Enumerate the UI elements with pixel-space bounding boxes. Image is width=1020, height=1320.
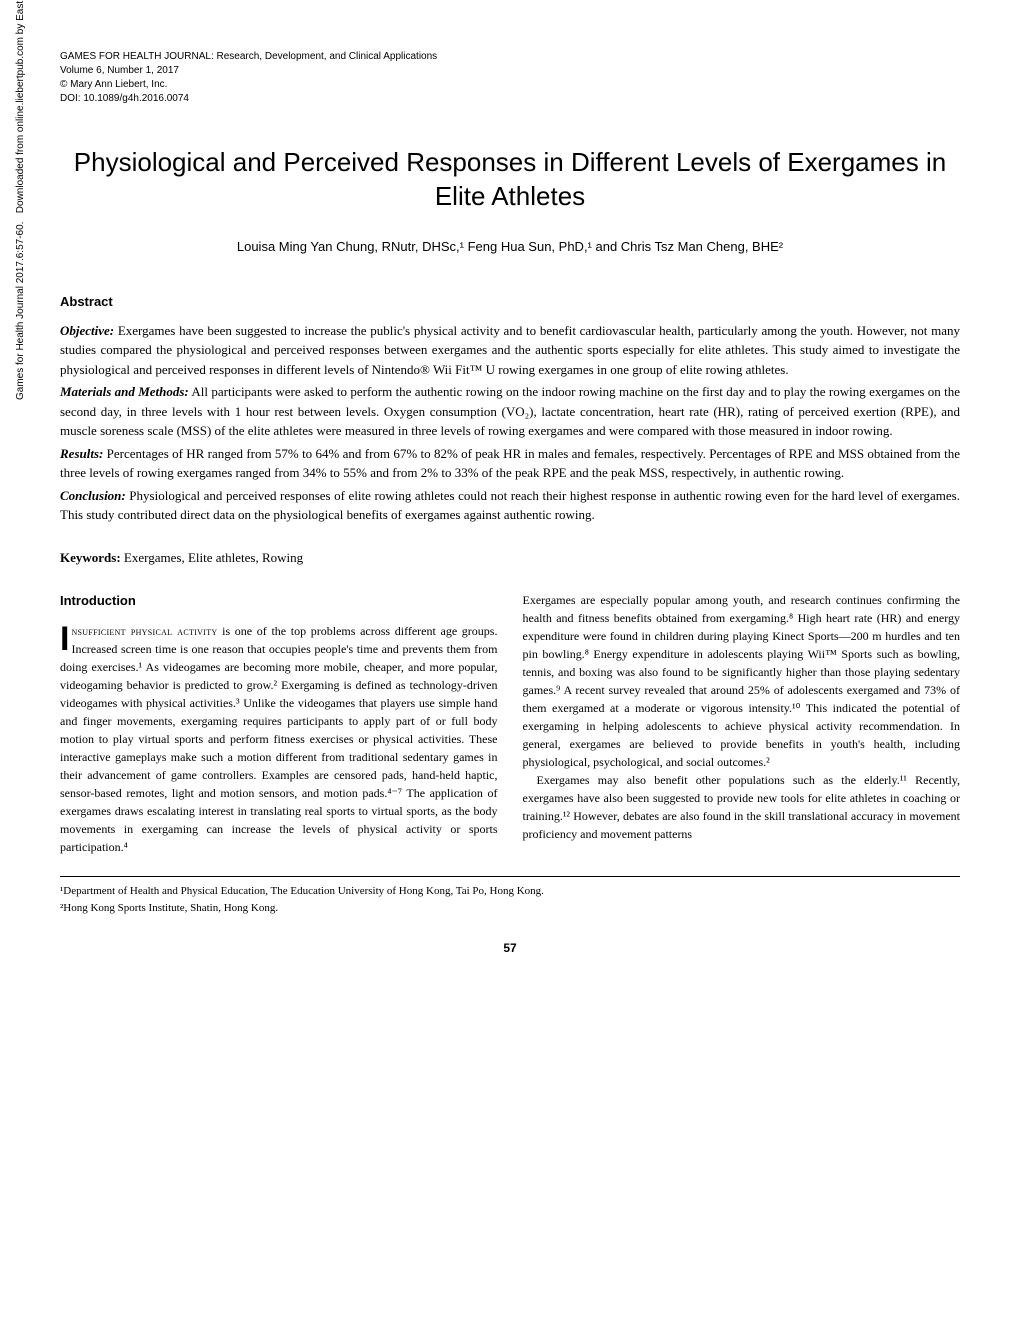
intro-heading: Introduction [60,591,498,611]
download-notice: Games for Health Journal 2017.6:57-60. D… [15,0,26,400]
body-columns: Introduction Insufficient physical activ… [60,591,960,857]
abstract-results: Results: Percentages of HR ranged from 5… [60,444,960,483]
abstract-methods: Materials and Methods: All participants … [60,382,960,441]
page-number: 57 [60,941,960,955]
objective-label: Objective: [60,323,114,338]
methods-label: Materials and Methods: [60,384,189,399]
article-title: Physiological and Perceived Responses in… [60,146,960,214]
journal-header: GAMES FOR HEALTH JOURNAL: Research, Deve… [60,50,960,106]
keywords-text: Exergames, Elite athletes, Rowing [121,550,303,565]
journal-volume: Volume 6, Number 1, 2017 [60,64,960,78]
objective-text: Exergames have been suggested to increas… [60,323,960,377]
side-text-2: Games for Health Journal 2017.6:57-60. [15,222,26,400]
journal-copyright: © Mary Ann Liebert, Inc. [60,78,960,92]
methods-text: All participants were asked to perform t… [60,384,960,438]
abstract-conclusion: Conclusion: Physiological and perceived … [60,486,960,525]
abstract-objective: Objective: Exergames have been suggested… [60,321,960,380]
intro-p1-rest: is one of the top problems across differ… [60,624,498,854]
journal-doi: DOI: 10.1089/g4h.2016.0074 [60,92,960,106]
abstract-heading: Abstract [60,294,960,309]
abstract-block: Objective: Exergames have been suggested… [60,321,960,525]
footnote-2: ²Hong Kong Sports Institute, Shatin, Hon… [60,900,960,917]
side-text-1: Downloaded from online.liebertpub.com by… [15,0,26,213]
results-text: Percentages of HR ranged from 57% to 64%… [60,446,960,481]
dropcap: I [60,622,71,654]
conclusion-text: Physiological and perceived responses of… [60,488,960,523]
journal-name: GAMES FOR HEALTH JOURNAL: Research, Deve… [60,50,960,64]
results-label: Results: [60,446,103,461]
title-block: Physiological and Perceived Responses in… [60,146,960,254]
right-column: Exergames are especially popular among y… [523,591,961,857]
keywords: Keywords: Exergames, Elite athletes, Row… [60,550,960,566]
left-column: Introduction Insufficient physical activ… [60,591,498,857]
intro-p1: Insufficient physical activity is one of… [60,622,498,856]
intro-smallcaps: nsufficient physical activity [71,624,217,638]
footnote-1: ¹Department of Health and Physical Educa… [60,883,960,900]
intro-col2-p1: Exergames are especially popular among y… [523,591,961,771]
intro-col2-p2: Exergames may also benefit other populat… [523,771,961,843]
conclusion-label: Conclusion: [60,488,126,503]
authors: Louisa Ming Yan Chung, RNutr, DHSc,¹ Fen… [60,239,960,254]
footnotes: ¹Department of Health and Physical Educa… [60,876,960,916]
keywords-label: Keywords: [60,550,121,565]
